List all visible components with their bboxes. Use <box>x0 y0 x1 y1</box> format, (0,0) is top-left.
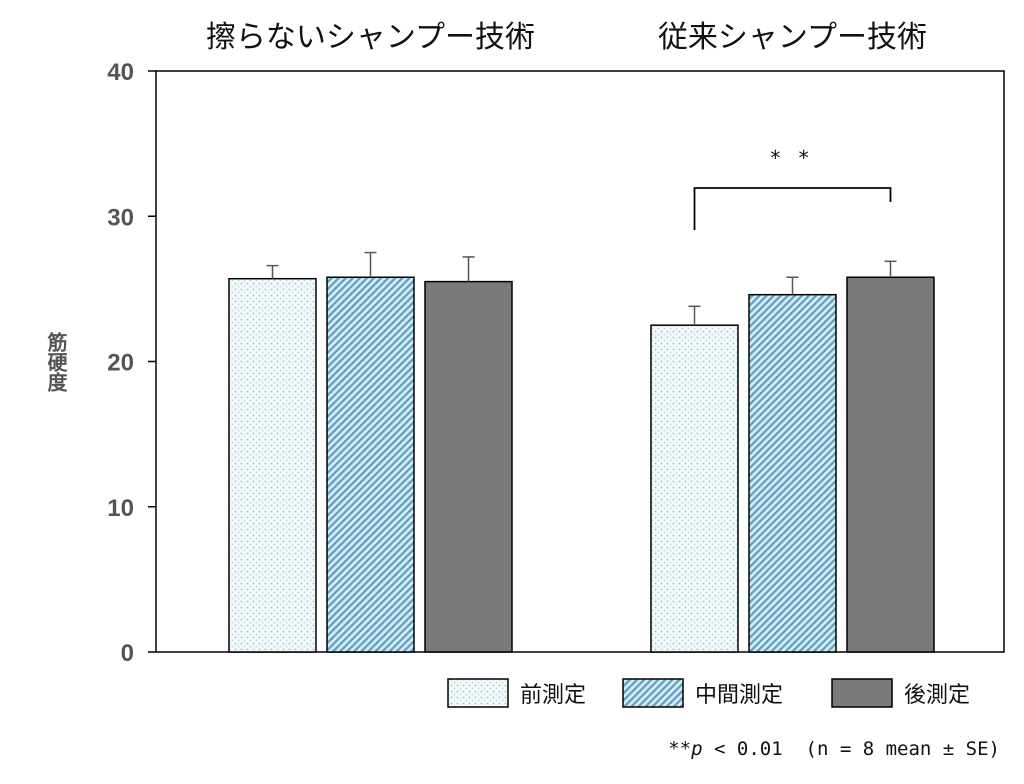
note-suffix: < 0.01 (n = 8 mean ± SE) <box>702 738 1000 760</box>
y-axis-label: 筋硬度 <box>44 331 68 393</box>
legend-swatch-中間測定 <box>622 678 684 708</box>
legend-swatch-前測定 <box>447 678 509 708</box>
legend-label: 前測定 <box>520 683 586 708</box>
significance-bracket <box>693 187 892 230</box>
legend-swatch-後測定 <box>831 678 893 708</box>
bar-中間測定 <box>748 293 837 653</box>
bar-前測定 <box>650 324 739 653</box>
note-p: p <box>691 738 703 760</box>
legend-label: 中間測定 <box>695 683 783 708</box>
y-tick-label: 20 <box>107 350 134 377</box>
y-tick-label: 0 <box>121 640 134 667</box>
group-title: 擦らないシャンプー技術 <box>206 20 535 55</box>
bar-前測定 <box>228 277 317 653</box>
bar-後測定 <box>424 280 513 653</box>
y-tick-label: 30 <box>107 204 134 231</box>
bar-後測定 <box>846 276 935 653</box>
bar-中間測定 <box>326 276 415 653</box>
note-prefix: ** <box>668 738 692 760</box>
significance-marker: * * <box>770 146 814 170</box>
group-title: 従来シャンプー技術 <box>658 20 927 55</box>
y-tick-label: 40 <box>107 59 134 86</box>
legend-label: 後測定 <box>904 683 970 708</box>
y-tick-label: 10 <box>107 495 134 522</box>
significance-note: **p < 0.01 (n = 8 mean ± SE) <box>560 738 1000 760</box>
